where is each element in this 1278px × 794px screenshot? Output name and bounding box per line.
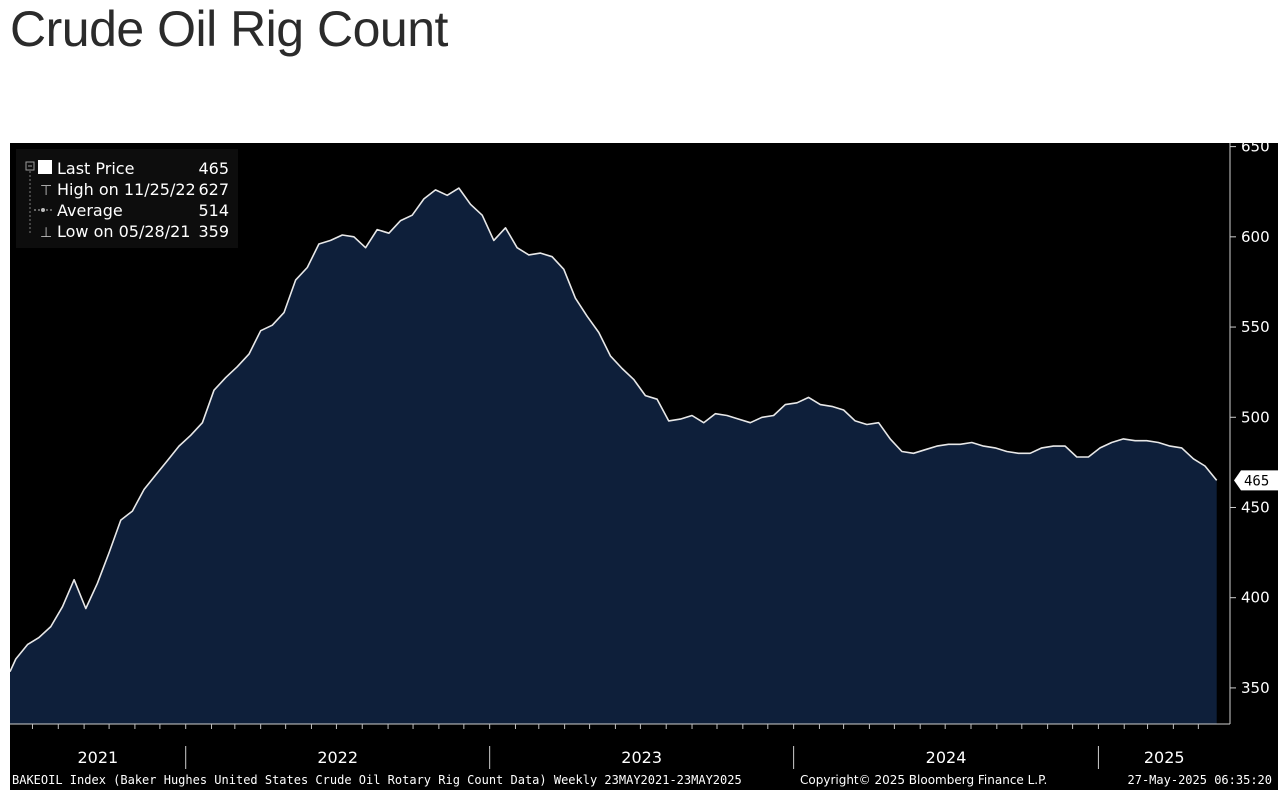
legend-high-icon: ⊤	[40, 183, 52, 199]
x-year-label: 2025	[1144, 748, 1185, 767]
x-year-label: 2023	[621, 748, 662, 767]
series-line	[9, 187, 1218, 673]
x-year-label: 2022	[317, 748, 358, 767]
y-tick-label: 450	[1241, 498, 1270, 516]
x-axis-labels: 2021 2022 2023 2024 2025	[77, 746, 1185, 769]
legend-average-icon	[41, 208, 45, 212]
legend-high-value: 627	[198, 180, 229, 199]
legend-average-label: Average	[57, 201, 123, 220]
footer-timestamp: 27-May-2025 06:35:20	[1128, 773, 1273, 787]
legend-low-value: 359	[198, 222, 229, 241]
y-axis-ticks: 350 400 450 500 550 600 650	[1230, 138, 1270, 697]
legend-background	[16, 149, 238, 248]
legend-collapse-icon[interactable]	[25, 161, 35, 171]
footer-copyright: Copyright© 2025 Bloomberg Finance L.P.	[800, 773, 1047, 787]
legend-last-price-label: Last Price	[57, 159, 134, 178]
x-year-label: 2024	[926, 748, 967, 767]
legend-average-value: 514	[198, 201, 229, 220]
legend: Last Price 465 ⊤ High on 11/25/22 627 Av…	[16, 149, 238, 248]
legend-low-label: Low on 05/28/21	[57, 222, 190, 241]
last-value-tag-shape	[1234, 470, 1278, 491]
y-tick-label: 650	[1241, 143, 1270, 156]
footer-source: BAKEOIL Index (Baker Hughes United State…	[12, 773, 742, 787]
x-year-label: 2021	[77, 748, 118, 767]
legend-low-icon: ⊥	[40, 225, 52, 241]
page-title: Crude Oil Rig Count	[10, 1, 448, 57]
chart-frame: 350 400 450 500 550 600 650 2021 2022 2023 2024 20…	[9, 138, 1278, 790]
legend-last-price-swatch	[38, 160, 52, 174]
y-tick-label: 500	[1241, 408, 1270, 426]
x-axis-minor-ticks	[31, 724, 1199, 729]
y-tick-label: 550	[1241, 318, 1270, 336]
last-value-tag-text: 465	[1244, 473, 1269, 489]
legend-high-label: High on 11/25/22	[57, 180, 196, 199]
y-tick-label: 600	[1241, 228, 1270, 246]
y-tick-label: 350	[1241, 679, 1270, 697]
last-value-tag: 465	[1234, 470, 1278, 491]
legend-last-price-value: 465	[198, 159, 229, 178]
area-fill	[10, 188, 1217, 725]
y-tick-label: 400	[1241, 589, 1270, 607]
